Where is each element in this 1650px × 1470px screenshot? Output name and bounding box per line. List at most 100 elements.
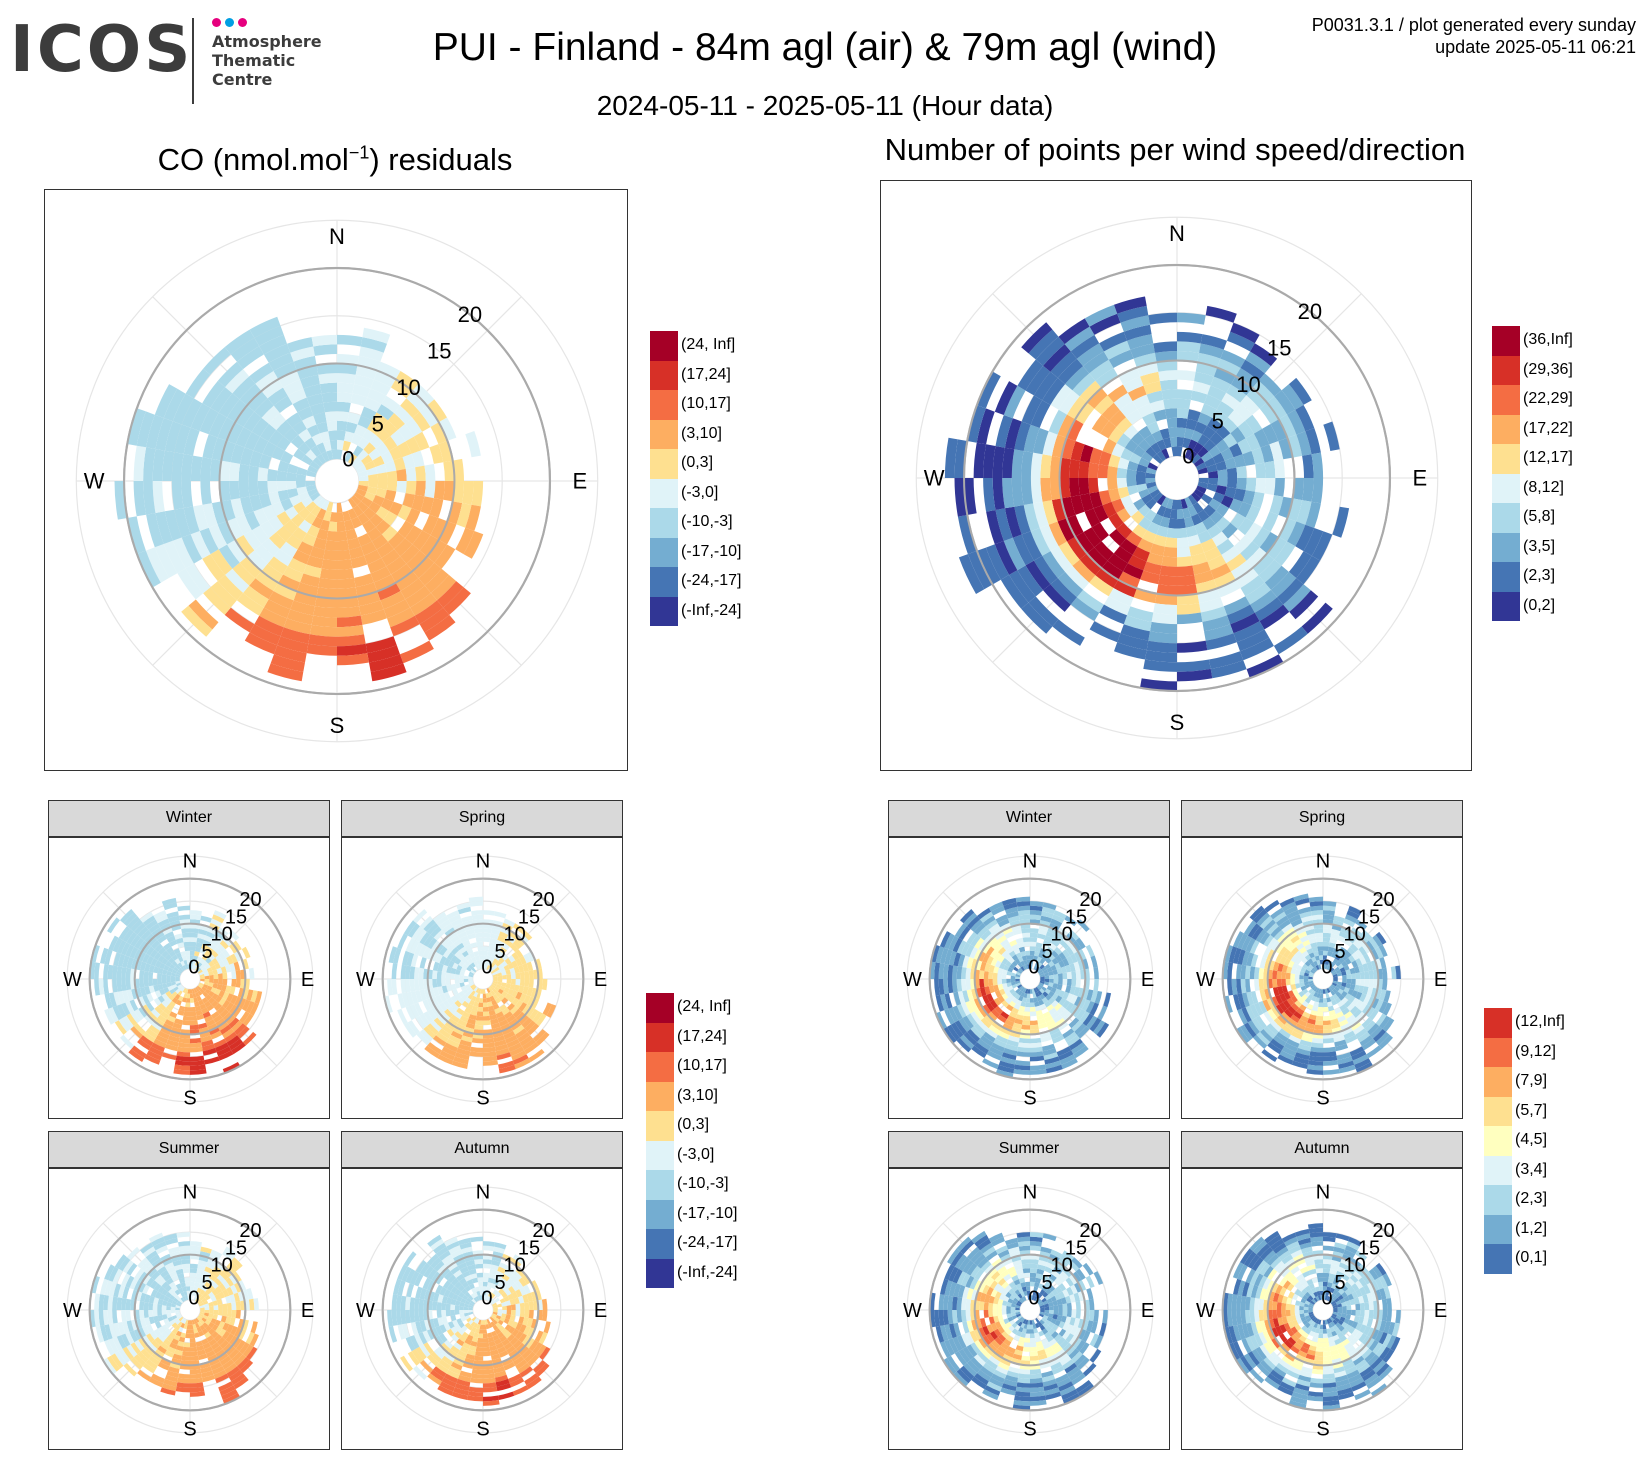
polar-cell (1047, 927, 1058, 935)
polar-cell (499, 985, 506, 991)
polar-cell (199, 958, 206, 965)
polar-cell (108, 1281, 117, 1297)
polar-cell (991, 1008, 1001, 1018)
polar-cell (1021, 395, 1043, 425)
polar-cell (535, 1031, 550, 1046)
polar-cell (1158, 370, 1177, 382)
polar-cell (169, 1294, 176, 1301)
polar-cell (401, 950, 410, 966)
polar-cell (984, 1294, 991, 1303)
polar-cell (483, 1320, 486, 1325)
polar-cell (1197, 412, 1212, 426)
polar-cell (400, 1295, 407, 1310)
polar-cell (966, 1288, 974, 1300)
polar-cell (198, 1283, 205, 1290)
polar-cell (195, 1340, 203, 1347)
polar-cell (1044, 1015, 1054, 1023)
polar-cell (1156, 450, 1166, 462)
polar-cell (1001, 1000, 1009, 1008)
polar-cell (226, 1302, 232, 1310)
polar-cell (167, 985, 174, 991)
polar-cell (1071, 979, 1077, 987)
polar-cell (440, 1267, 451, 1278)
polar-cell (169, 1251, 181, 1258)
polar-cell (1070, 953, 1078, 964)
polar-cell (190, 1069, 207, 1075)
polar-cell (218, 1291, 226, 1299)
polar-cell (1114, 296, 1147, 314)
polar-cell (1051, 434, 1067, 458)
polar-cell (1030, 1368, 1042, 1375)
polar-cell (1021, 1259, 1030, 1265)
polar-cell (454, 957, 462, 965)
polar-cell (276, 481, 288, 492)
polar-cell (962, 1321, 970, 1334)
polar-cell (316, 508, 327, 520)
polar-cell (440, 1342, 451, 1353)
polar-cell (157, 1266, 167, 1275)
polar-cell (196, 1298, 202, 1304)
polar-cell (1346, 974, 1352, 979)
polar-cell (1042, 551, 1066, 579)
polar-cell (435, 1246, 449, 1258)
polar-cell (190, 1272, 197, 1278)
polar-cell (987, 1011, 998, 1022)
polar-cell (201, 1317, 207, 1323)
polar-cell (497, 979, 503, 983)
polar-cell (471, 1316, 477, 1322)
polar-cell (956, 979, 963, 992)
polar-cell (1030, 1241, 1042, 1247)
polar-cell (405, 937, 416, 953)
polar-cell (498, 1262, 509, 1270)
polar-cell (1089, 491, 1103, 509)
polar-cell (174, 1324, 181, 1331)
polar-cell (391, 1310, 398, 1326)
polar-cell (381, 549, 401, 567)
polar-cell (1283, 584, 1311, 612)
polar-cell (1035, 1273, 1043, 1280)
polar-cell (1058, 960, 1066, 968)
polar-cell (160, 1011, 170, 1020)
polar-cell (286, 472, 297, 481)
polar-cell (1118, 571, 1141, 589)
polar-cell (960, 1240, 975, 1255)
polar-cell (396, 468, 407, 481)
polar-cell (1316, 941, 1323, 947)
polar-cell (997, 1277, 1006, 1286)
polar-cell (210, 1011, 220, 1020)
polar-cell (484, 1319, 489, 1325)
polar-cell (450, 1286, 458, 1294)
polar-cell (483, 989, 486, 994)
polar-cell (1310, 942, 1318, 949)
polar-cell (187, 1295, 190, 1300)
polar-cell (952, 1268, 963, 1284)
polar-cell (1290, 946, 1299, 955)
polar-cell (181, 1355, 190, 1361)
polar-cell (190, 1006, 196, 1012)
polar-cell (1048, 990, 1055, 998)
polar-cell (166, 1004, 174, 1012)
polar-cell (1056, 1377, 1072, 1388)
polar-cell (494, 1274, 502, 1282)
polar-cell (401, 992, 410, 1008)
polar-cell (1053, 1305, 1059, 1310)
polar-cell (1051, 1288, 1059, 1296)
polar-cell (1334, 943, 1342, 951)
polar-cell (1002, 983, 1008, 989)
polar-cell (306, 524, 320, 538)
polar-cell (161, 950, 169, 958)
polar-cell (995, 1365, 1008, 1375)
polar-cell (527, 1023, 540, 1036)
polar-cell (471, 910, 483, 916)
polar-cell (1328, 942, 1336, 949)
polar-cell (1159, 516, 1170, 528)
polar-cell (431, 996, 439, 1007)
polar-cell (435, 1284, 443, 1295)
polar-cell (464, 1315, 471, 1320)
polar-cell (1146, 640, 1177, 653)
polar-cell (1247, 923, 1260, 938)
polar-cell (168, 1366, 180, 1374)
polar-cell (365, 636, 397, 654)
polar-cell (1045, 1325, 1052, 1332)
polar-cell (213, 1369, 227, 1379)
